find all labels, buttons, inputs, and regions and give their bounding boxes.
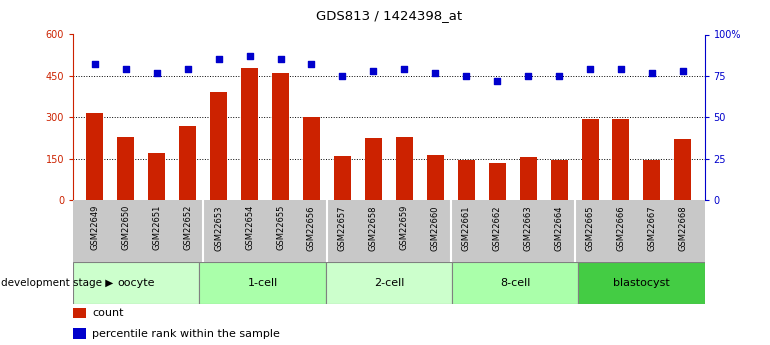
Text: GSM22653: GSM22653	[214, 205, 223, 250]
Point	[151, 70, 163, 75]
Point	[429, 70, 441, 75]
Bar	[581, 119, 598, 200]
Bar	[272, 73, 289, 200]
Point	[584, 67, 596, 72]
Point	[646, 70, 658, 75]
Text: GSM22655: GSM22655	[276, 205, 285, 250]
Point	[119, 67, 132, 72]
Text: 8-cell: 8-cell	[500, 278, 531, 288]
Bar	[303, 117, 320, 200]
Text: GSM22652: GSM22652	[183, 205, 192, 250]
Point	[274, 57, 286, 62]
Point	[614, 67, 627, 72]
Text: GSM22658: GSM22658	[369, 205, 378, 250]
Bar	[73, 328, 85, 339]
Point	[336, 73, 349, 79]
Bar	[520, 157, 537, 200]
Point	[398, 67, 410, 72]
Bar	[199, 262, 326, 304]
Bar	[334, 156, 351, 200]
Text: count: count	[92, 308, 124, 318]
Text: GSM22663: GSM22663	[524, 205, 533, 251]
Bar	[148, 153, 166, 200]
Text: GSM22657: GSM22657	[338, 205, 347, 250]
Point	[677, 68, 689, 74]
Bar	[179, 126, 196, 200]
Point	[367, 68, 380, 74]
Bar	[210, 92, 227, 200]
Point	[522, 73, 534, 79]
Bar	[326, 262, 452, 304]
Point	[182, 67, 194, 72]
Bar	[241, 68, 258, 200]
Point	[553, 73, 565, 79]
Bar	[644, 160, 661, 200]
Bar	[117, 137, 134, 200]
Text: GSM22656: GSM22656	[307, 205, 316, 250]
Bar	[612, 119, 630, 200]
Bar	[427, 155, 444, 200]
Bar	[457, 160, 475, 200]
Bar	[396, 137, 413, 200]
Text: GSM22661: GSM22661	[462, 205, 470, 250]
Text: GSM22662: GSM22662	[493, 205, 502, 250]
Text: GSM22664: GSM22664	[554, 205, 564, 250]
Text: GSM22665: GSM22665	[585, 205, 594, 250]
Point	[306, 61, 318, 67]
Bar	[73, 308, 85, 318]
Point	[460, 73, 472, 79]
Text: oocyte: oocyte	[118, 278, 155, 288]
Text: GSM22659: GSM22659	[400, 205, 409, 250]
Bar	[73, 262, 199, 304]
Bar	[86, 113, 103, 200]
Text: GSM22649: GSM22649	[90, 205, 99, 250]
Text: percentile rank within the sample: percentile rank within the sample	[92, 329, 280, 339]
Text: 2-cell: 2-cell	[373, 278, 404, 288]
Text: GSM22650: GSM22650	[121, 205, 130, 250]
Text: GSM22667: GSM22667	[648, 205, 657, 251]
Text: blastocyst: blastocyst	[613, 278, 670, 288]
Text: GSM22668: GSM22668	[678, 205, 688, 251]
Bar	[452, 262, 578, 304]
Text: GSM22660: GSM22660	[430, 205, 440, 250]
Bar	[365, 138, 382, 200]
Point	[491, 78, 504, 83]
Bar	[578, 262, 705, 304]
Point	[243, 53, 256, 59]
Bar	[551, 160, 567, 200]
Point	[213, 57, 225, 62]
Point	[89, 61, 101, 67]
Text: GSM22654: GSM22654	[245, 205, 254, 250]
Text: GSM22651: GSM22651	[152, 205, 161, 250]
Bar	[675, 139, 691, 200]
Text: GSM22666: GSM22666	[617, 205, 625, 251]
Text: development stage ▶: development stage ▶	[1, 278, 113, 288]
Bar	[489, 163, 506, 200]
Text: 1-cell: 1-cell	[247, 278, 278, 288]
Text: GDS813 / 1424398_at: GDS813 / 1424398_at	[316, 9, 462, 22]
